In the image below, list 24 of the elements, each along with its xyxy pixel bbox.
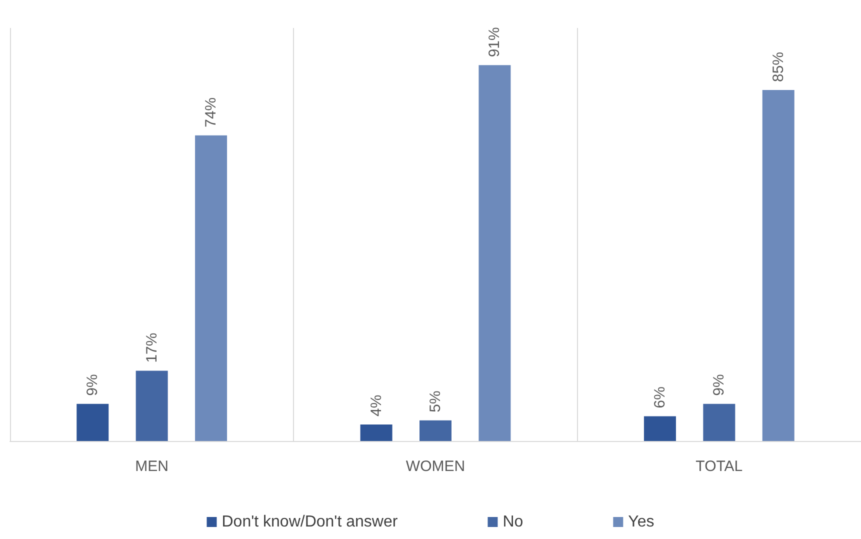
data-label: 5% <box>427 390 444 412</box>
bar <box>703 404 736 441</box>
bar <box>762 90 794 441</box>
bar <box>420 420 452 441</box>
bar <box>360 424 392 441</box>
data-label: 91% <box>486 27 504 58</box>
data-label: 9% <box>710 374 728 396</box>
data-label: 9% <box>84 374 102 396</box>
legend-label: Yes <box>628 514 654 530</box>
data-label: 4% <box>368 394 385 416</box>
bar <box>478 65 511 441</box>
bar <box>136 370 168 441</box>
legend-label: No <box>502 514 524 530</box>
bar <box>195 135 228 441</box>
data-label: 17% <box>143 332 160 363</box>
legend-label: Don't know/Don't answer <box>222 514 398 530</box>
x-tick-label: TOTAL <box>696 458 743 475</box>
bar <box>76 404 109 441</box>
data-label: 6% <box>651 386 668 408</box>
data-label: 85% <box>770 52 787 82</box>
x-tick-label: WOMEN <box>406 458 466 475</box>
x-tick-label: MEN <box>135 458 169 475</box>
data-label: 74% <box>202 97 220 128</box>
bar <box>644 416 676 441</box>
